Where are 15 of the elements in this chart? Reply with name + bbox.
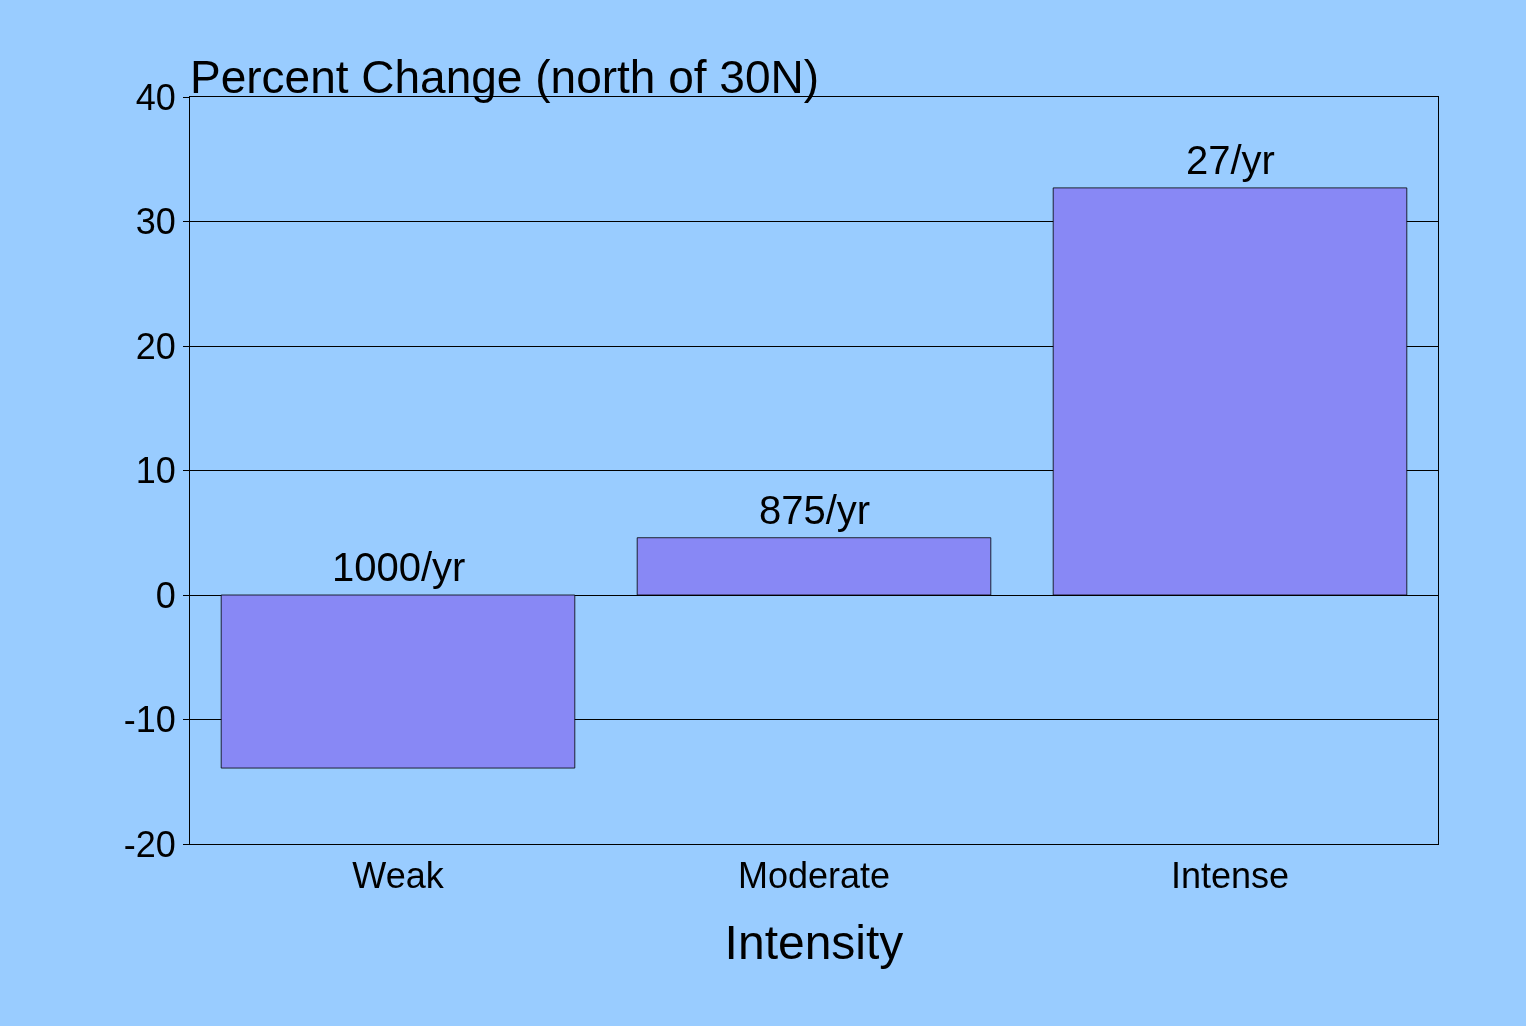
y-tick-label: 40 [135,76,176,118]
y-tick-label: 30 [135,201,176,243]
annotation: 875/yr [759,488,871,532]
x-tick-label: Intense [1170,855,1290,897]
y-tick-label: 20 [135,325,176,367]
y-tick-label: -20 [123,823,176,865]
x-tick-label: Moderate [737,855,891,897]
annotation: 27/yr [1186,138,1275,182]
y-tick-label: 10 [135,450,176,492]
y-tick-label: -10 [123,699,176,741]
y-tick-label: 0 [155,574,176,616]
x-tick-label: Weak [352,855,445,897]
annotation: 1000/yr [332,545,466,589]
x-axis-title: Intensity [724,916,904,970]
chart-title: Percent Change (north of 30N) [190,51,820,103]
